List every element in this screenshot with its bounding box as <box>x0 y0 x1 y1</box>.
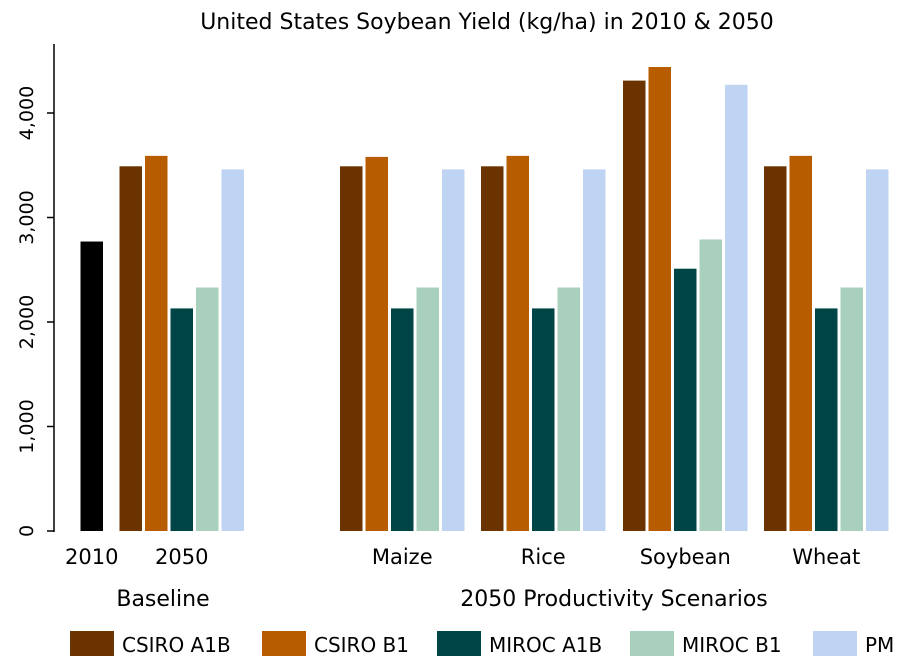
x-label-2010: 2010 <box>65 545 118 569</box>
legend-label: MIROC A1B <box>489 633 602 656</box>
bar-wheat-pm <box>866 169 889 531</box>
y-tick-label: 1,000 <box>16 399 38 453</box>
legend-swatch <box>437 631 481 656</box>
bar-soybean-csiro-b1 <box>648 67 671 532</box>
legend-swatch <box>70 631 114 656</box>
bar-2050-pm <box>221 169 244 531</box>
legend-label: CSIRO B1 <box>314 633 409 656</box>
x-label-rice: Rice <box>521 545 566 569</box>
x-label-soybean: Soybean <box>640 545 731 569</box>
bar-rice-csiro-b1 <box>506 155 529 531</box>
legend-label: CSIRO A1B <box>122 633 231 656</box>
bar-2050-csiro-a1b <box>119 166 142 532</box>
x-label-2050: 2050 <box>155 545 208 569</box>
bar-rice-miroc-b1 <box>557 287 580 531</box>
y-tick-label: 0 <box>16 525 38 537</box>
x-label-maize: Maize <box>372 545 433 569</box>
group-label-scenarios: 2050 Productivity Scenarios <box>460 587 768 612</box>
bar-maize-csiro-a1b <box>340 166 363 532</box>
bar-soybean-miroc-a1b <box>674 268 697 531</box>
bar-maize-miroc-b1 <box>416 287 439 531</box>
bar-maize-pm <box>442 169 465 531</box>
y-tick-label: 2,000 <box>16 295 38 349</box>
y-tick-label: 4,000 <box>16 86 38 140</box>
legend: CSIRO A1B CSIRO B1 MIROC A1B MIROC B1 PM <box>70 631 894 656</box>
group-label-baseline: Baseline <box>116 587 209 612</box>
bar-wheat-miroc-a1b <box>815 308 838 531</box>
bar-maize-csiro-b1 <box>365 156 388 531</box>
legend-label: PM <box>865 633 894 656</box>
legend-swatch <box>630 631 674 656</box>
bar-rice-miroc-a1b <box>532 308 555 531</box>
bar-2050-csiro-b1 <box>145 155 168 531</box>
y-tick-label: 3,000 <box>16 190 38 244</box>
chart-title: United States Soybean Yield (kg/ha) in 2… <box>200 10 774 35</box>
bar-wheat-miroc-b1 <box>840 287 863 531</box>
legend-swatch <box>813 631 857 656</box>
bar-2010 <box>80 241 103 531</box>
bar-2050-miroc-b1 <box>196 287 219 531</box>
legend-swatch <box>262 631 306 656</box>
bar-rice-csiro-a1b <box>481 166 504 532</box>
bar-soybean-pm <box>725 84 748 531</box>
x-label-wheat: Wheat <box>792 545 860 569</box>
x-axis-labels: 2010 2050 Maize Rice Soybean Wheat Baseline 205… <box>65 545 860 612</box>
bar-2050-miroc-a1b <box>170 308 193 531</box>
bars <box>80 67 889 532</box>
y-axis: 0 1,000 2,000 3,000 4,000 <box>16 44 55 537</box>
bar-soybean-miroc-b1 <box>699 239 722 531</box>
bar-maize-miroc-a1b <box>391 308 414 531</box>
bar-rice-pm <box>583 169 606 531</box>
bar-wheat-csiro-b1 <box>789 155 812 531</box>
bar-wheat-csiro-a1b <box>764 166 787 532</box>
bar-soybean-csiro-a1b <box>623 80 646 531</box>
legend-label: MIROC B1 <box>682 633 782 656</box>
